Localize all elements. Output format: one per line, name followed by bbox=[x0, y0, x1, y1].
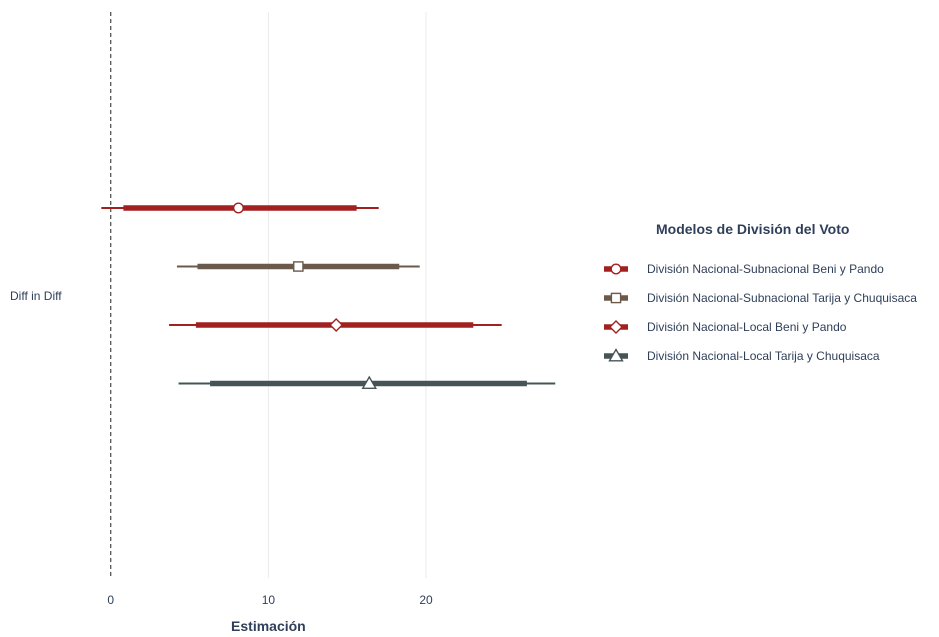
x-axis-title: Estimación bbox=[231, 618, 306, 634]
y-category-label: Diff in Diff bbox=[10, 289, 62, 303]
y-axis-categories: Diff in Diff bbox=[10, 289, 62, 303]
x-tick-label: 10 bbox=[262, 593, 276, 607]
legend-label: División Nacional-Local Tarija y Chuquis… bbox=[647, 349, 880, 363]
legend-item: División Nacional-Local Beni y Pando bbox=[604, 320, 847, 334]
estimate-point bbox=[330, 319, 342, 331]
series-4 bbox=[179, 377, 556, 388]
legend-item: División Nacional-Subnacional Tarija y C… bbox=[604, 291, 917, 305]
series-1 bbox=[101, 203, 378, 213]
legend-key-marker bbox=[610, 321, 622, 333]
grid-lines bbox=[268, 12, 426, 578]
x-tick-label: 0 bbox=[107, 593, 114, 607]
legend-key-marker bbox=[611, 293, 620, 302]
series-group bbox=[101, 203, 555, 388]
legend-item: División Nacional-Subnacional Beni y Pan… bbox=[604, 262, 884, 276]
legend-item: División Nacional-Local Tarija y Chuquis… bbox=[604, 349, 880, 363]
legend-key-marker bbox=[611, 264, 621, 274]
series-3 bbox=[169, 319, 502, 331]
x-axis-ticks: 0 10 20 bbox=[107, 593, 433, 607]
legend-label: División Nacional-Subnacional Beni y Pan… bbox=[647, 262, 884, 276]
legend-label: División Nacional-Local Beni y Pando bbox=[647, 320, 847, 334]
estimate-point bbox=[294, 262, 303, 271]
series-2 bbox=[177, 262, 420, 271]
x-tick-label: 20 bbox=[419, 593, 433, 607]
estimate-point bbox=[234, 203, 244, 213]
legend-title: Modelos de División del Voto bbox=[656, 221, 849, 237]
legend-label: División Nacional-Subnacional Tarija y C… bbox=[647, 291, 917, 305]
legend: Modelos de División del Voto División Na… bbox=[604, 221, 917, 363]
